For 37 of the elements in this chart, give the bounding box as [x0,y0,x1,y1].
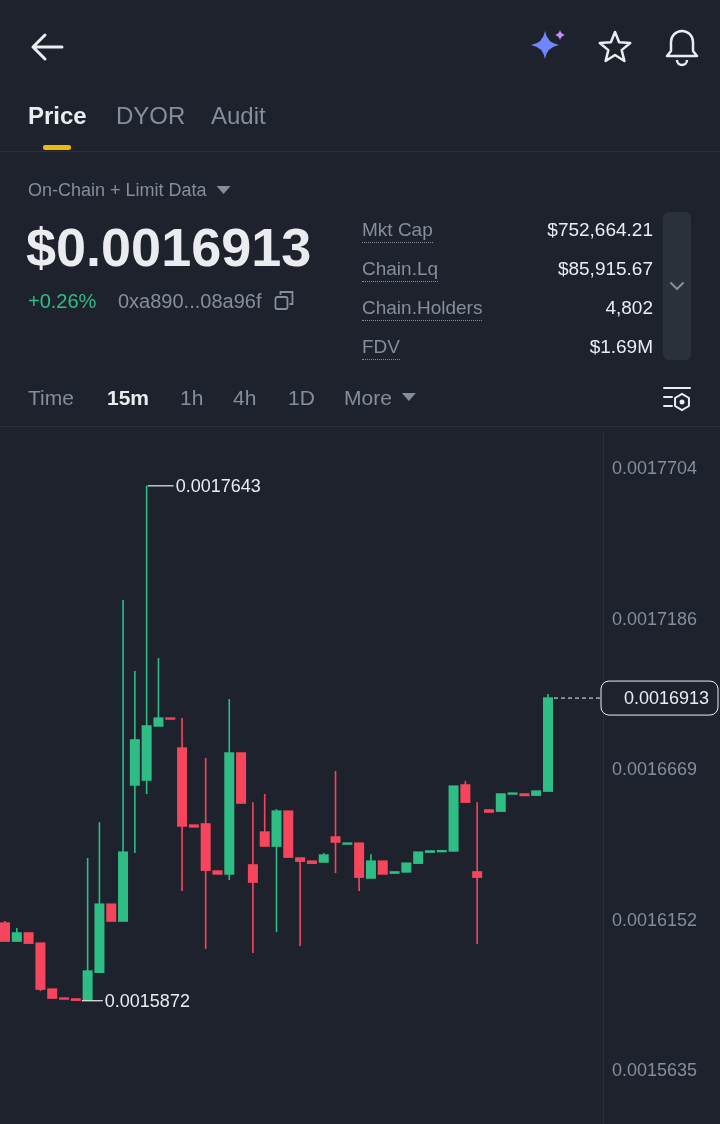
candlestick [472,801,483,945]
y-tick-label: 0.0017704 [612,458,698,479]
y-tick-label: 0.0015635 [612,1059,698,1080]
candlestick [247,801,258,954]
text: On-Chain + Limit Data [28,180,207,200]
text: Time [28,385,74,409]
text: FDV [362,335,400,360]
text: 4h [233,385,257,409]
text: Audit [211,102,266,129]
text: $1.69M [589,335,653,357]
text: 1h [180,385,204,409]
annotation: 0.0015872 [104,990,190,1011]
candlestick [0,920,10,942]
y-tick-label: 0.0016669 [612,759,698,780]
text: +0.26% [28,290,97,312]
text: DYOR [116,102,186,129]
ref-line-label: 0.0016913 [623,688,709,709]
text: 1D [288,385,315,409]
text: $752,664.21 [547,218,653,240]
y-tick-label: 0.0017186 [612,608,698,629]
text: Chain.Lq [362,257,439,282]
text: More [344,385,392,409]
text: Mkt Cap [362,218,433,243]
text: Price [28,102,87,129]
text: 15m [107,385,150,409]
candlestick [295,857,306,947]
candlestick [330,770,341,874]
text: 4,802 [605,296,653,318]
annotation: 0.0017643 [175,475,261,496]
text: Chain.Holders [362,296,483,321]
candlestick [259,793,270,847]
text: $0.0016913 [26,217,312,277]
candlestick [365,853,376,879]
candlestick [460,780,471,803]
text: $85,915.67 [557,257,653,279]
y-tick-label: 0.0016152 [612,909,698,930]
text: 0xa890...08a96f [118,290,262,312]
